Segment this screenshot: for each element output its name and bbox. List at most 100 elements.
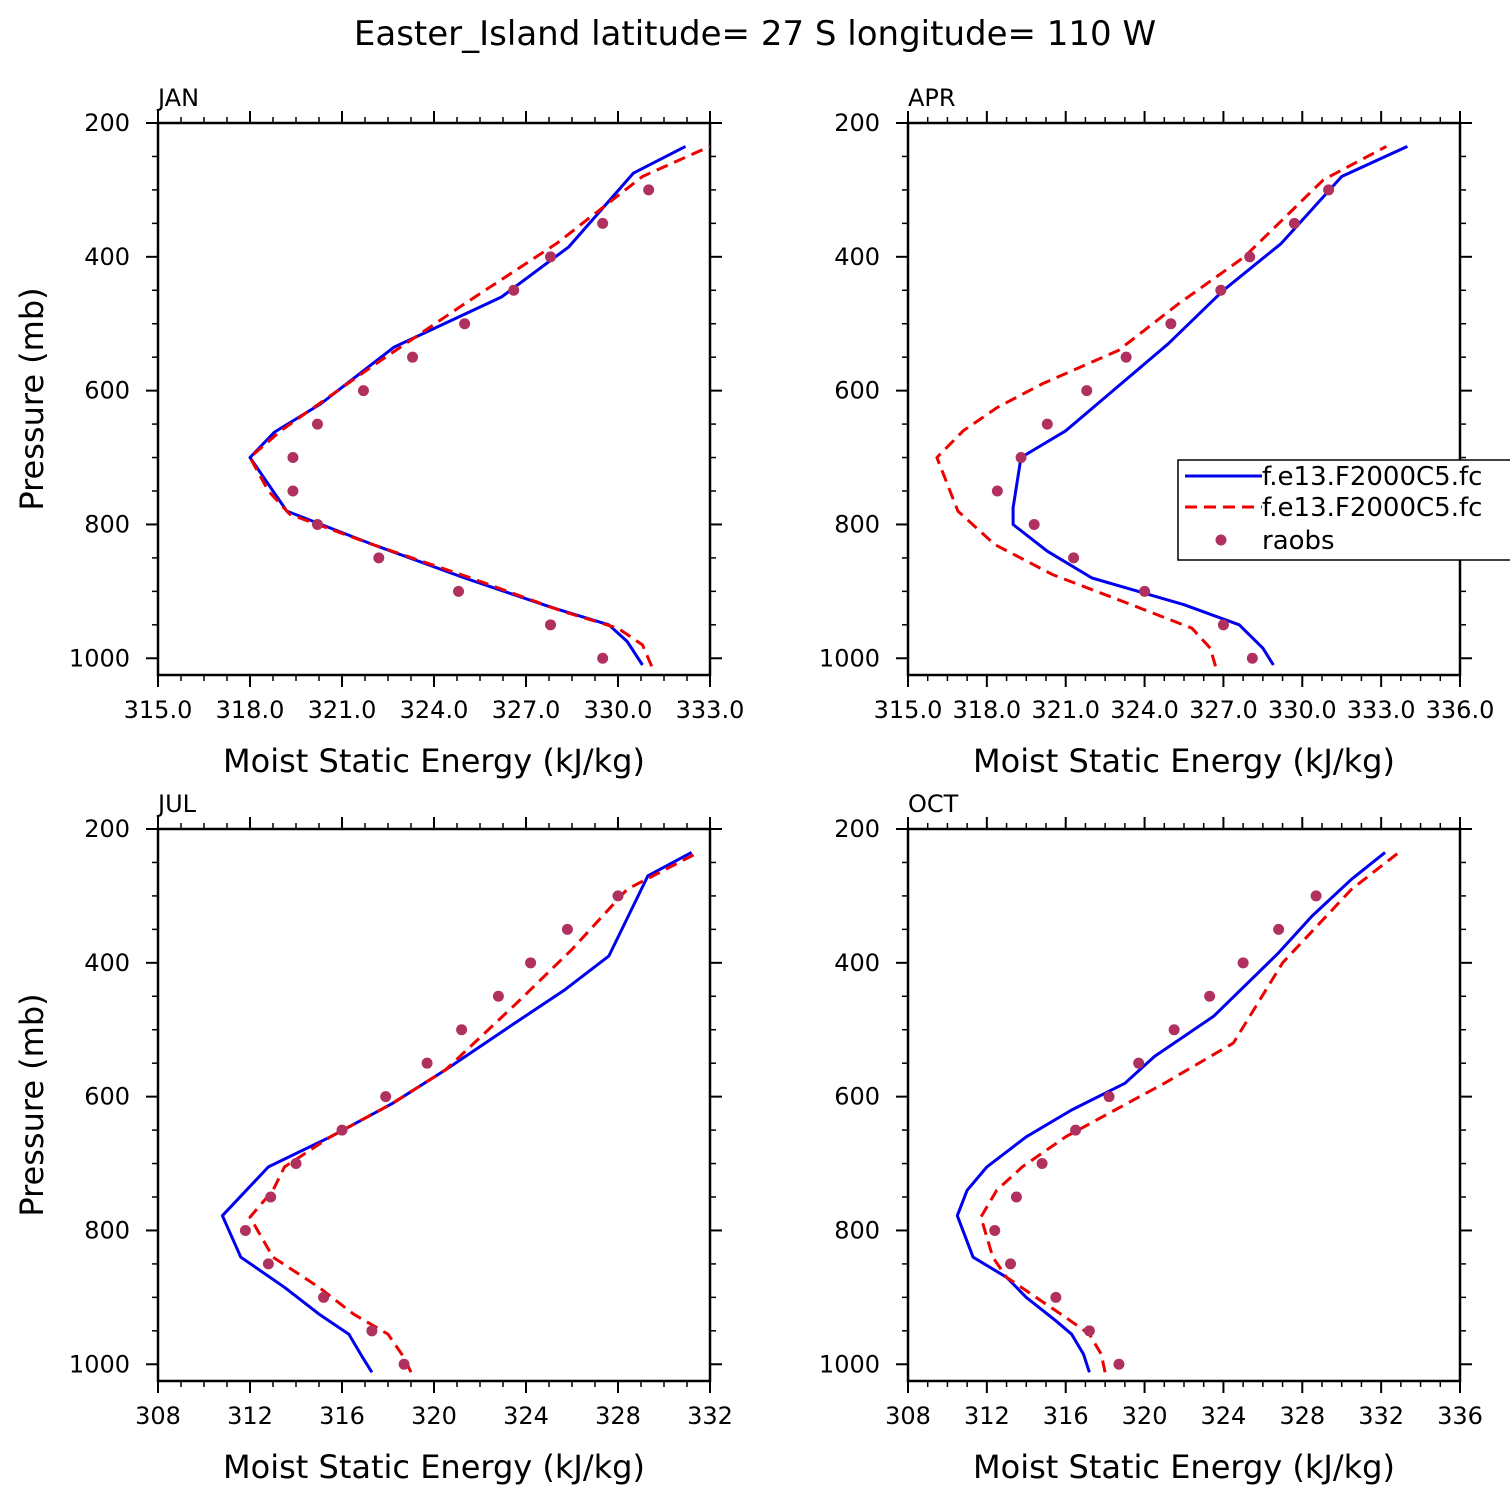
raobs-point	[1273, 923, 1285, 935]
y-tick-label: 1000	[819, 1350, 880, 1378]
model-b-line	[979, 851, 1400, 1373]
x-tick-label: 332	[1358, 1402, 1404, 1430]
y-tick-label: 600	[84, 377, 130, 405]
raobs-point	[1323, 184, 1335, 196]
raobs-point	[1204, 990, 1216, 1002]
raobs-point	[1005, 1258, 1017, 1270]
x-axis-label: Moist Static Energy (kJ/kg)	[223, 1448, 645, 1486]
x-tick-label: 324.0	[1110, 696, 1179, 724]
x-tick-label: 321.0	[308, 696, 377, 724]
plot-area	[248, 145, 710, 667]
x-tick-label: 324.0	[400, 696, 469, 724]
panel-jan: 315.0 318.0 321.0 324.0 327.0 330.0 333.0 200 40…	[13, 84, 744, 780]
model-a-line	[220, 851, 693, 1374]
x-tick-label: 324	[1201, 1402, 1247, 1430]
raobs-point	[262, 1258, 274, 1270]
raobs-point	[265, 1191, 277, 1203]
y-tick-label: 1000	[69, 644, 130, 672]
x-tick-label: 315.0	[874, 696, 943, 724]
raobs-point	[1103, 1091, 1115, 1103]
y-tick-label: 1000	[69, 1350, 130, 1378]
panels: 315.0 318.0 321.0 324.0 327.0 330.0 333.0 200 40…	[13, 84, 1510, 1486]
plot-area	[220, 851, 700, 1374]
y-tick-label: 600	[834, 1083, 880, 1111]
y-axis-label: Pressure (mb)	[13, 287, 51, 510]
legend-label: raobs	[1262, 526, 1335, 556]
raobs-point	[311, 518, 323, 530]
panel-apr: 315.0 318.0 321.0 324.0 327.0 330.0 333.0 336.0…	[819, 84, 1494, 780]
raobs-point	[1070, 1124, 1082, 1136]
raobs-point	[407, 351, 419, 363]
x-axis-label: Moist Static Energy (kJ/kg)	[973, 742, 1395, 780]
y-axis-label: Pressure (mb)	[13, 993, 51, 1216]
raobs-point	[453, 585, 465, 597]
x-tick-label: 312	[964, 1402, 1010, 1430]
raobs-point	[991, 485, 1003, 497]
x-tick-label: 316	[1043, 1402, 1089, 1430]
panel-title: JUL	[156, 790, 197, 818]
legend-swatch-raobs	[1215, 534, 1227, 546]
raobs-point	[1120, 351, 1132, 363]
raobs-point	[421, 1057, 433, 1069]
raobs-point	[287, 452, 299, 464]
raobs-point	[456, 1024, 468, 1036]
y-tick-label: 800	[84, 1216, 130, 1244]
panel-title: JAN	[156, 84, 199, 112]
x-tick-label: 321.0	[1031, 696, 1100, 724]
raobs-point	[1010, 1191, 1022, 1203]
raobs-point	[1168, 1024, 1180, 1036]
panel-title: APR	[908, 84, 956, 112]
y-tick-label: 200	[84, 109, 130, 137]
x-tick-label: 332	[687, 1402, 733, 1430]
x-tick-label: 330.0	[584, 696, 653, 724]
x-tick-label: 308	[885, 1402, 931, 1430]
x-tick-label: 308	[135, 1402, 181, 1430]
raobs-point	[239, 1224, 251, 1236]
y-tick-label: 800	[834, 1216, 880, 1244]
panel-jul: 308 312 316 320 324 328 332 200 400 600 800 1000 JUL…	[13, 790, 733, 1486]
raobs-point	[1244, 251, 1256, 263]
raobs-point	[1041, 418, 1053, 430]
panel-title: OCT	[908, 790, 959, 818]
x-tick-label: 324	[503, 1402, 549, 1430]
x-tick-label: 328	[1279, 1402, 1325, 1430]
y-tick-label: 400	[834, 949, 880, 977]
plot-area	[955, 851, 1400, 1373]
raobs-point	[1237, 957, 1249, 969]
x-tick-label: 333.0	[676, 696, 745, 724]
raobs-point	[1050, 1291, 1062, 1303]
raobs-point	[989, 1224, 1001, 1236]
model-a-line	[955, 851, 1387, 1373]
x-tick-label: 316	[319, 1402, 365, 1430]
raobs-point	[492, 990, 504, 1002]
raobs-point	[643, 184, 655, 196]
raobs-point	[1310, 890, 1322, 902]
raobs-point	[1068, 552, 1080, 564]
raobs-point	[1165, 318, 1177, 330]
raobs-point	[380, 1091, 392, 1103]
raobs-point	[525, 957, 537, 969]
figure-title: Easter_Island latitude= 27 S longitude= …	[354, 14, 1156, 54]
raobs-point	[1028, 518, 1040, 530]
x-tick-label: 327.0	[1189, 696, 1258, 724]
raobs-point	[366, 1325, 378, 1337]
y-tick-label: 1000	[819, 644, 880, 672]
plot-frame	[156, 121, 712, 677]
raobs-point	[290, 1158, 302, 1170]
raobs-point	[1139, 585, 1151, 597]
raobs-point	[1113, 1358, 1125, 1370]
plot-area	[935, 145, 1409, 667]
raobs-point	[1036, 1158, 1048, 1170]
raobs-point	[398, 1358, 410, 1370]
panel-oct: 308 312 316 320 324 328 332 336 200 400 600 800 1000…	[819, 790, 1483, 1486]
y-tick-label: 400	[84, 949, 130, 977]
plot-frame	[906, 121, 1462, 677]
raobs-point	[318, 1291, 330, 1303]
raobs-point	[1217, 619, 1229, 631]
y-tick-label: 200	[84, 815, 130, 843]
model-b-line	[935, 145, 1388, 667]
raobs-point	[373, 552, 385, 564]
model-b-line	[248, 145, 710, 667]
x-tick-label: 320	[411, 1402, 457, 1430]
y-tick-label: 600	[834, 377, 880, 405]
